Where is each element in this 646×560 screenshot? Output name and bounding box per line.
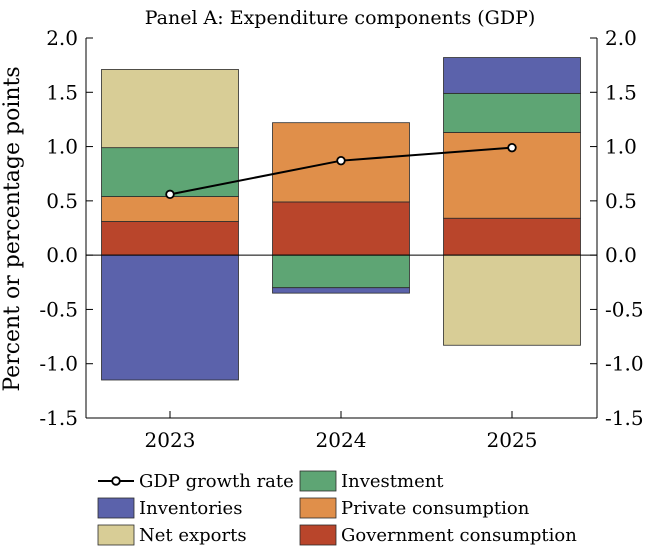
legend-swatch bbox=[97, 524, 135, 546]
y-tick-label-left: -1.0 bbox=[39, 352, 78, 376]
legend-label: Government consumption bbox=[341, 525, 577, 546]
legend-swatch bbox=[97, 497, 135, 519]
gdp-growth-point-2024 bbox=[336, 155, 346, 166]
bar-net_exports-2023 bbox=[101, 69, 239, 149]
x-tick-label-2024: 2024 bbox=[316, 428, 367, 452]
bar-inventories-2024 bbox=[272, 287, 410, 294]
y-tick-label-left: -1.5 bbox=[39, 406, 78, 430]
legend-label: Inventories bbox=[139, 498, 242, 519]
y-tick-label-right: -1.5 bbox=[605, 406, 644, 430]
bar-inventories-2025 bbox=[443, 57, 581, 94]
legend-swatch bbox=[299, 524, 337, 546]
legend-swatch bbox=[299, 470, 337, 492]
y-tick-label-right: -1.0 bbox=[605, 352, 644, 376]
bar-investment-2025 bbox=[443, 92, 581, 133]
bar-investment-2023 bbox=[101, 147, 239, 197]
bar-government-2025 bbox=[443, 217, 581, 256]
y-tick-label-left: 0.0 bbox=[46, 243, 78, 267]
y-tick-label-left: 0.5 bbox=[46, 189, 78, 213]
y-tick-label-right: 2.0 bbox=[605, 26, 637, 50]
legend-label: GDP growth rate bbox=[139, 471, 294, 492]
y-tick-label-left: 2.0 bbox=[46, 26, 78, 50]
y-axis-label: Percent or percentage points bbox=[0, 66, 25, 391]
bar-net_exports-2025 bbox=[443, 254, 581, 346]
y-tick-label-left: 1.0 bbox=[46, 135, 78, 159]
y-tick-label-right: -0.5 bbox=[605, 297, 644, 321]
x-tick-label-2023: 2023 bbox=[145, 428, 196, 452]
bar-government-2023 bbox=[101, 221, 239, 256]
y-tick-label-right: 1.5 bbox=[605, 80, 637, 104]
legend: GDP growth rate Investment Inventories Priv… bbox=[97, 470, 577, 546]
gdp-growth-point-2025 bbox=[507, 142, 517, 153]
legend-swatch bbox=[299, 497, 337, 519]
bar-investment-2024 bbox=[272, 254, 410, 289]
y-tick-label-right: 0.0 bbox=[605, 243, 637, 267]
bar-inventories-2023 bbox=[101, 254, 239, 381]
legend-label: Investment bbox=[341, 471, 444, 492]
y-tick-label-right: 1.0 bbox=[605, 135, 637, 159]
gdp-growth-point-2023 bbox=[165, 189, 175, 200]
bar-private-2023 bbox=[101, 196, 239, 222]
y-tick-label-right: 0.5 bbox=[605, 189, 637, 213]
x-tick-label-2025: 2025 bbox=[487, 428, 538, 452]
y-tick-label-left: 1.5 bbox=[46, 80, 78, 104]
bar-government-2024 bbox=[272, 201, 410, 256]
legend-line-marker bbox=[111, 476, 121, 486]
legend-label: Private consumption bbox=[341, 498, 530, 519]
plot-area: 2.0 2.0 1.5 1.5 1.0 1.0 0.5 0.5 0.0 0.0 -0.5 -0.5 -1… bbox=[39, 26, 643, 452]
chart-title: Panel A: Expenditure components (GDP) bbox=[145, 7, 536, 29]
y-tick-label-left: -0.5 bbox=[39, 297, 78, 321]
legend-label: Net exports bbox=[139, 525, 247, 546]
